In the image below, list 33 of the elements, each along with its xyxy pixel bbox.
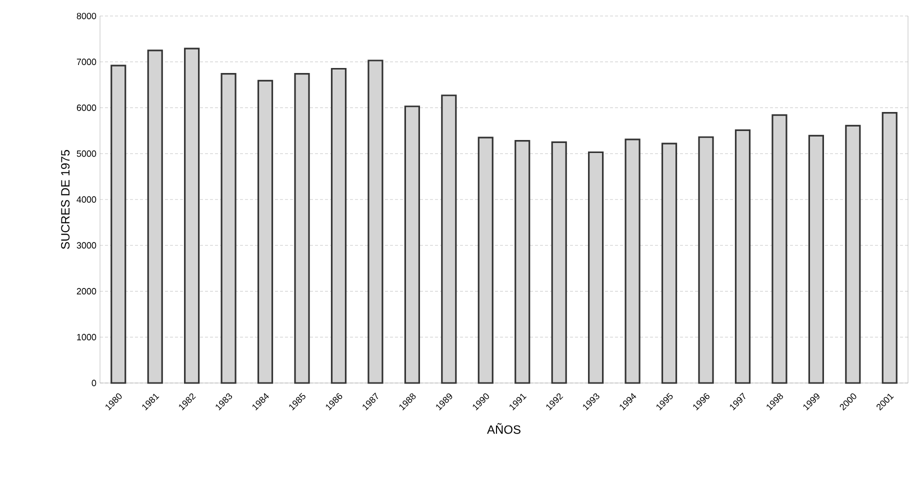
bar [404, 106, 420, 384]
bar [808, 134, 824, 384]
y-tick-label: 7000 [76, 58, 96, 66]
y-tick-label: 4000 [76, 196, 96, 203]
bar [441, 94, 457, 384]
bar [147, 50, 163, 384]
bar [845, 124, 861, 384]
bar [734, 129, 751, 384]
y-tick-label: 5000 [76, 150, 96, 157]
bar [698, 136, 714, 384]
bar [330, 68, 347, 384]
y-axis-title: SUCRES DE 1975 [61, 150, 70, 249]
y-tick-label: 3000 [76, 242, 96, 249]
bar [624, 138, 640, 384]
bar [882, 112, 898, 384]
y-tick-label: 0 [92, 380, 96, 386]
bar [478, 136, 494, 384]
y-tick-label: 8000 [76, 12, 96, 20]
bar [220, 73, 236, 384]
bar [257, 80, 274, 384]
bar [514, 140, 530, 384]
bar [551, 141, 567, 384]
bar [588, 151, 604, 384]
bar [368, 60, 384, 384]
x-axis-title: AÑOS [487, 423, 520, 434]
bar [294, 73, 310, 384]
bar [110, 64, 126, 384]
y-tick-label: 6000 [76, 104, 96, 111]
y-tick-label: 2000 [76, 288, 96, 294]
bar [661, 142, 678, 384]
y-tick-label: 1000 [77, 334, 96, 340]
bar [184, 48, 200, 384]
bar [772, 114, 788, 384]
